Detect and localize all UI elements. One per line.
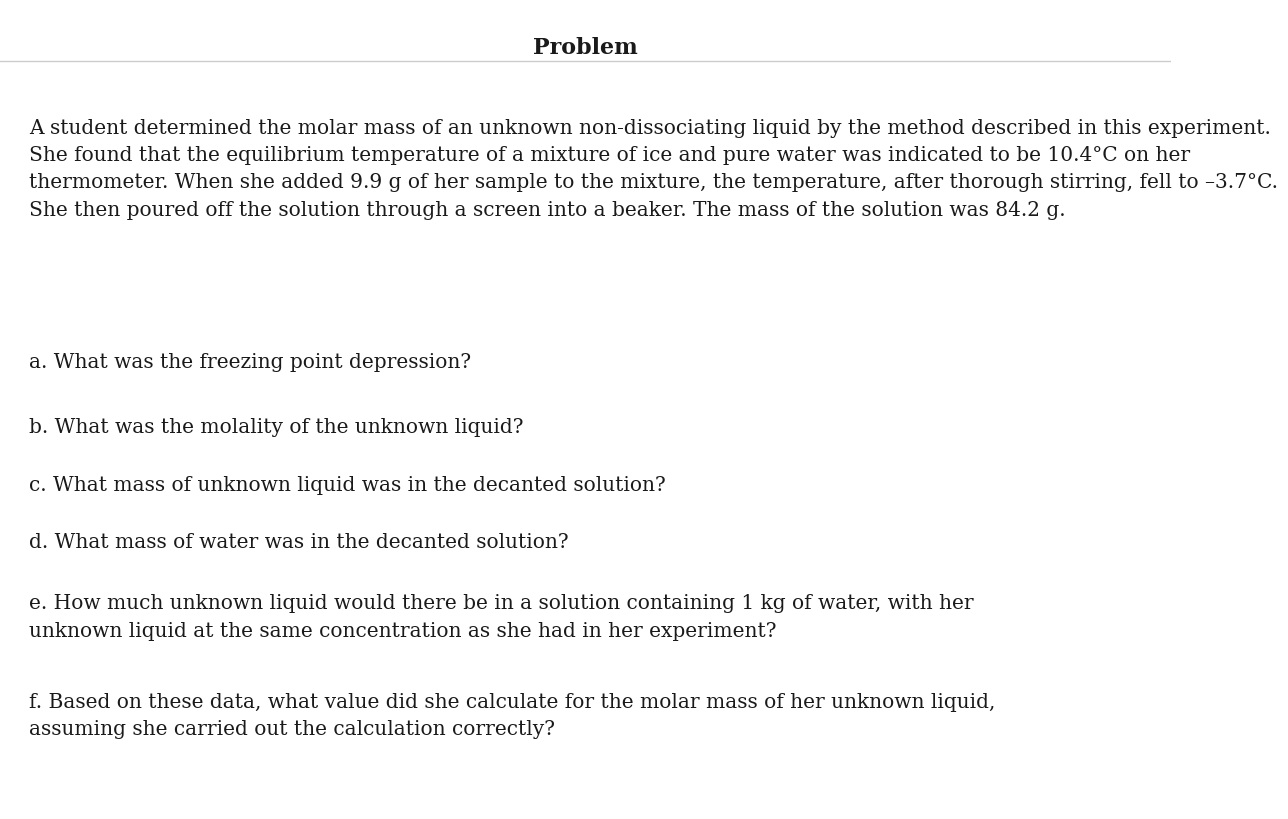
Text: d. What mass of water was in the decanted solution?: d. What mass of water was in the decante… <box>30 532 569 551</box>
Text: b. What was the molality of the unknown liquid?: b. What was the molality of the unknown … <box>30 418 524 437</box>
Text: A student determined the molar mass of an unknown non-dissociating liquid by the: A student determined the molar mass of a… <box>30 119 1278 219</box>
Text: a. What was the freezing point depression?: a. What was the freezing point depressio… <box>30 352 471 371</box>
Text: f. Based on these data, what value did she calculate for the molar mass of her u: f. Based on these data, what value did s… <box>30 692 996 738</box>
Text: Problem: Problem <box>533 37 638 59</box>
Text: c. What mass of unknown liquid was in the decanted solution?: c. What mass of unknown liquid was in th… <box>30 475 666 494</box>
Text: e. How much unknown liquid would there be in a solution containing 1 kg of water: e. How much unknown liquid would there b… <box>30 594 974 640</box>
